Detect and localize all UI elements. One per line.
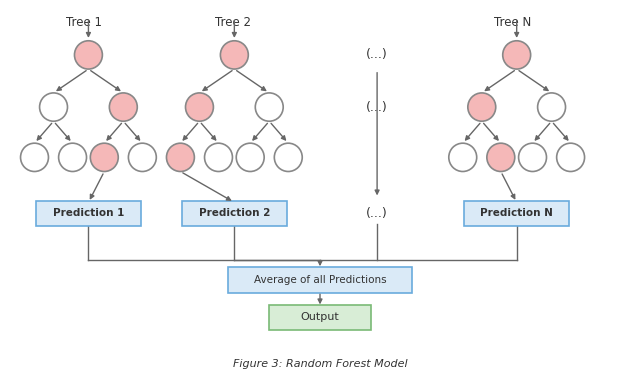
Text: Prediction N: Prediction N [480, 208, 553, 218]
Text: Output: Output [301, 313, 339, 322]
FancyBboxPatch shape [269, 305, 371, 330]
Ellipse shape [487, 143, 515, 172]
Ellipse shape [220, 41, 248, 69]
FancyBboxPatch shape [228, 267, 412, 293]
Ellipse shape [205, 143, 232, 172]
Text: Figure 3: Random Forest Model: Figure 3: Random Forest Model [233, 359, 407, 369]
Ellipse shape [20, 143, 49, 172]
Ellipse shape [255, 93, 284, 121]
Ellipse shape [74, 41, 102, 69]
Ellipse shape [90, 143, 118, 172]
Text: Tree 1: Tree 1 [66, 16, 102, 29]
Ellipse shape [186, 93, 213, 121]
Text: Prediction 1: Prediction 1 [52, 208, 124, 218]
FancyBboxPatch shape [465, 201, 569, 226]
Ellipse shape [275, 143, 302, 172]
Ellipse shape [468, 93, 496, 121]
Ellipse shape [40, 93, 67, 121]
Ellipse shape [236, 143, 264, 172]
Text: Prediction 2: Prediction 2 [198, 208, 270, 218]
Text: Average of all Predictions: Average of all Predictions [253, 275, 387, 285]
FancyBboxPatch shape [182, 201, 287, 226]
Text: Tree N: Tree N [495, 16, 532, 29]
Text: (...): (...) [366, 48, 388, 61]
Ellipse shape [538, 93, 566, 121]
Ellipse shape [557, 143, 584, 172]
Text: (...): (...) [366, 101, 388, 113]
Ellipse shape [449, 143, 477, 172]
Ellipse shape [109, 93, 137, 121]
Text: (...): (...) [366, 207, 388, 220]
Ellipse shape [129, 143, 156, 172]
Ellipse shape [518, 143, 547, 172]
Ellipse shape [59, 143, 86, 172]
Ellipse shape [503, 41, 531, 69]
Ellipse shape [166, 143, 195, 172]
Text: Tree 2: Tree 2 [215, 16, 252, 29]
FancyBboxPatch shape [36, 201, 141, 226]
